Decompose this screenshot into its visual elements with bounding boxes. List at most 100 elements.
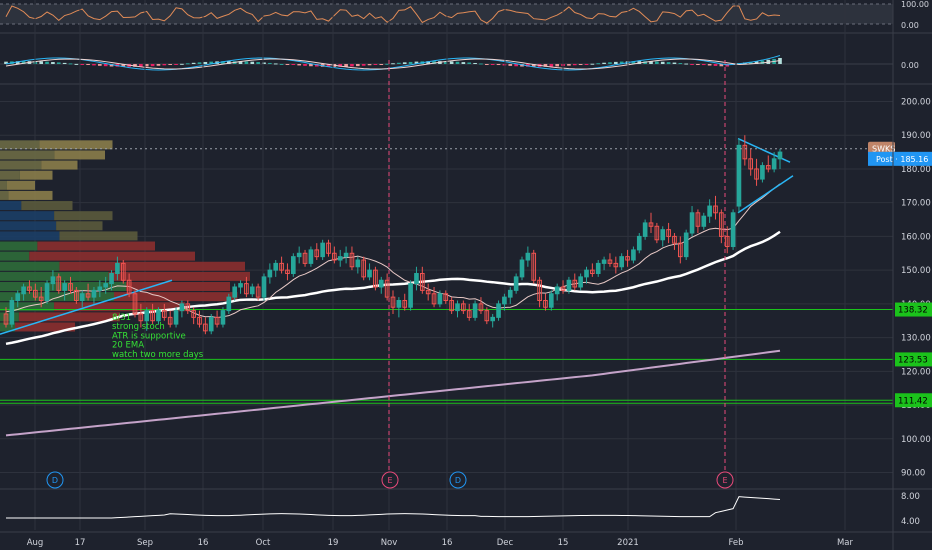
macd-hist-bar	[314, 64, 319, 67]
macd-hist-bar	[678, 63, 683, 65]
candle-body	[765, 165, 771, 170]
candle-body	[461, 303, 466, 312]
macd-hist-bar	[156, 64, 161, 66]
macd-hist-bar	[684, 63, 688, 65]
candle-body	[478, 303, 484, 312]
candle-body	[50, 276, 56, 285]
macd-hist-bar	[514, 64, 518, 67]
volume-profile-up-bar	[0, 322, 15, 332]
candle-body	[420, 273, 425, 291]
macd-hist-bar	[391, 63, 395, 65]
candle-body	[678, 242, 683, 258]
candle-body	[9, 299, 15, 325]
candle-body	[302, 252, 308, 264]
candle-body	[255, 286, 261, 298]
macd-hist-bar	[180, 63, 184, 65]
macd-hist-bar	[103, 64, 108, 67]
volume-profile-up-bar	[0, 170, 20, 180]
candle-body	[296, 252, 302, 258]
candle-body	[343, 252, 349, 258]
macd-hist-bar	[649, 61, 653, 64]
macd-hist-bar	[449, 61, 454, 64]
volume-profile-down-bar	[59, 261, 245, 271]
volume-profile-down-bar	[19, 170, 53, 180]
candle-body	[719, 212, 724, 237]
candle-body	[713, 205, 718, 214]
macd-hist-bar	[98, 64, 102, 66]
volume-profile-up-bar	[0, 312, 19, 322]
macd-hist-bar	[86, 64, 90, 65]
candles	[3, 135, 783, 335]
macd-hist-bar	[15, 61, 20, 64]
annotation-line: 20 EMA	[112, 341, 144, 351]
time-axis-label: Nov	[381, 538, 398, 548]
candle-body	[525, 252, 531, 261]
macd-hist-bar	[584, 64, 589, 65]
macd-hist-bar	[338, 64, 343, 67]
earnings-event-icon	[716, 471, 734, 489]
post-price-label: Post · 185.16	[876, 155, 928, 164]
candle-body	[748, 158, 753, 170]
candle-body	[27, 286, 32, 291]
macd-hist-bar	[461, 62, 466, 64]
candle-body	[132, 293, 138, 315]
macd-hist-bar	[549, 64, 554, 67]
price-tick-label: 130.00	[901, 334, 931, 344]
macd-hist-bar	[631, 61, 636, 64]
ma-long-line	[5, 349, 781, 437]
candle-body	[279, 262, 284, 271]
candle-body	[291, 256, 296, 275]
candle-body	[431, 293, 437, 305]
macd-hist-bar	[602, 62, 606, 64]
macd-hist-bar	[168, 64, 172, 65]
candle-body	[443, 293, 449, 301]
macd-hist-bar	[361, 64, 366, 66]
candle-body	[97, 286, 103, 291]
macd-hist-bar	[467, 62, 472, 64]
candle-body	[578, 276, 583, 288]
candle-body	[701, 215, 707, 227]
macd-hist-bar	[619, 61, 624, 64]
macd-hist-bar	[379, 64, 384, 65]
candle-body	[144, 310, 150, 322]
macd-hist-bar	[350, 64, 354, 67]
annotation-line: watch two more days	[112, 350, 204, 360]
candle-body	[191, 310, 196, 318]
candle-body	[326, 242, 331, 254]
candle-body	[384, 279, 390, 298]
candle-body	[425, 289, 431, 295]
price-tick-label: 90.00	[901, 469, 925, 479]
volume-profile-up-bar	[0, 160, 42, 170]
candle-body	[414, 273, 419, 285]
macd-hist-bar	[590, 63, 595, 65]
time-axis-label: Dec	[497, 538, 514, 548]
trendline-aug	[0, 279, 173, 335]
macd-hist-bar	[397, 62, 401, 64]
event-marker-label: D	[52, 476, 58, 485]
candle-body	[554, 286, 560, 295]
candle-body	[590, 269, 595, 275]
candle-body	[378, 279, 384, 288]
candle-body	[543, 299, 548, 308]
macd-hist-bar	[713, 64, 718, 66]
macd-hist-bar	[432, 61, 436, 64]
stoch-tick-100: 100.00	[901, 0, 929, 9]
candle-body	[103, 283, 108, 288]
candle-body	[56, 276, 62, 291]
volume-profile-up-bar	[0, 231, 60, 241]
volume-profile-down-bar	[59, 231, 138, 241]
candle-body	[513, 276, 519, 291]
volume-profile-up-bar	[0, 271, 109, 281]
price-tick-label: 120.00	[901, 367, 931, 377]
candle-body	[74, 289, 79, 301]
volume-profile-up-bar	[0, 140, 40, 150]
candle-body	[150, 310, 155, 322]
macd-hist-bar	[250, 61, 255, 64]
macd-hist-bar	[92, 64, 96, 66]
price-tick-label: 190.00	[901, 131, 931, 141]
dividend-event-icon	[449, 471, 467, 489]
candle-body	[724, 235, 730, 248]
level-price-label: 123.53	[898, 355, 928, 365]
